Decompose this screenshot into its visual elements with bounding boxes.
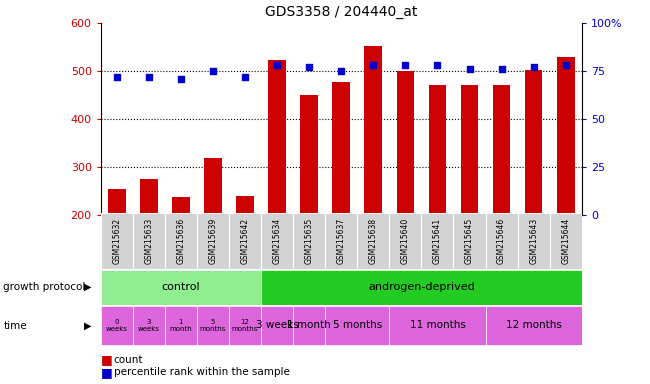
Bar (396, 71, 414, 215)
Bar (197, 213, 229, 269)
Text: 0
weeks: 0 weeks (106, 319, 128, 332)
Bar (261, 213, 293, 269)
Text: GSM215642: GSM215642 (240, 218, 250, 264)
Text: 3 weeks: 3 weeks (255, 320, 298, 331)
Text: GSM215644: GSM215644 (561, 218, 570, 264)
Bar (550, 213, 582, 269)
Point (304, 64, 315, 70)
Bar (486, 213, 517, 269)
Text: growth protocol: growth protocol (3, 282, 86, 292)
Point (208, 68, 218, 74)
Text: 12 months: 12 months (506, 320, 562, 331)
Bar (325, 213, 358, 269)
Bar (261, 270, 582, 305)
Text: GSM215645: GSM215645 (465, 218, 474, 264)
Text: GSM215646: GSM215646 (497, 218, 506, 264)
Bar (101, 270, 261, 305)
Point (240, 74, 250, 80)
Point (336, 68, 346, 74)
Text: ▶: ▶ (83, 282, 91, 292)
Point (144, 74, 154, 80)
Text: GSM215643: GSM215643 (529, 218, 538, 264)
Bar (229, 213, 261, 269)
Point (528, 64, 539, 70)
Bar (389, 213, 421, 269)
Point (112, 74, 122, 80)
Bar (486, 306, 582, 345)
Text: ■: ■ (101, 366, 112, 379)
Bar (140, 179, 158, 215)
Text: percentile rank within the sample: percentile rank within the sample (114, 367, 290, 377)
Text: 1
month: 1 month (170, 319, 192, 332)
Bar (557, 56, 575, 215)
Bar (133, 306, 165, 345)
Text: ▶: ▶ (83, 321, 91, 331)
Point (560, 62, 571, 68)
Bar (358, 213, 389, 269)
Bar (517, 213, 550, 269)
Bar (293, 213, 325, 269)
Bar (133, 213, 165, 269)
Bar (454, 213, 486, 269)
Bar (325, 306, 389, 345)
Bar (172, 197, 190, 215)
Bar (236, 196, 254, 215)
Bar (428, 86, 447, 215)
Text: GSM215641: GSM215641 (433, 218, 442, 264)
Text: GSM215638: GSM215638 (369, 218, 378, 264)
Text: GSM215632: GSM215632 (112, 218, 122, 264)
Bar (365, 46, 382, 215)
Bar (421, 213, 454, 269)
Bar (493, 86, 510, 215)
Text: GSM215640: GSM215640 (401, 218, 410, 264)
Point (400, 62, 411, 68)
Text: GSM215634: GSM215634 (272, 218, 281, 264)
Title: GDS3358 / 204440_at: GDS3358 / 204440_at (265, 5, 417, 19)
Text: GSM215635: GSM215635 (305, 218, 314, 264)
Bar (268, 61, 286, 215)
Bar (165, 213, 197, 269)
Bar (300, 95, 318, 215)
Text: 12
months: 12 months (232, 319, 258, 332)
Text: 1 month: 1 month (287, 320, 331, 331)
Bar (332, 82, 350, 215)
Text: androgen-deprived: androgen-deprived (368, 282, 474, 292)
Text: ■: ■ (101, 353, 112, 366)
Point (432, 62, 443, 68)
Text: GSM215639: GSM215639 (209, 218, 218, 264)
Text: GSM215637: GSM215637 (337, 218, 346, 264)
Bar (389, 306, 486, 345)
Point (497, 66, 507, 72)
Text: GSM215636: GSM215636 (176, 218, 185, 264)
Bar (101, 213, 133, 269)
Text: 5
months: 5 months (200, 319, 226, 332)
Bar (229, 306, 261, 345)
Text: control: control (162, 282, 200, 292)
Point (272, 62, 282, 68)
Bar (261, 306, 293, 345)
Bar (293, 306, 325, 345)
Bar (108, 189, 125, 215)
Text: GSM215633: GSM215633 (144, 218, 153, 264)
Text: 3
weeks: 3 weeks (138, 319, 160, 332)
Point (368, 62, 378, 68)
Bar (525, 70, 543, 215)
Text: count: count (114, 355, 143, 365)
Bar (461, 86, 478, 215)
Text: time: time (3, 321, 27, 331)
Point (464, 66, 474, 72)
Bar (165, 306, 197, 345)
Bar (101, 306, 133, 345)
Text: 11 months: 11 months (410, 320, 465, 331)
Bar (197, 306, 229, 345)
Bar (204, 159, 222, 215)
Text: 5 months: 5 months (333, 320, 382, 331)
Point (176, 76, 186, 82)
